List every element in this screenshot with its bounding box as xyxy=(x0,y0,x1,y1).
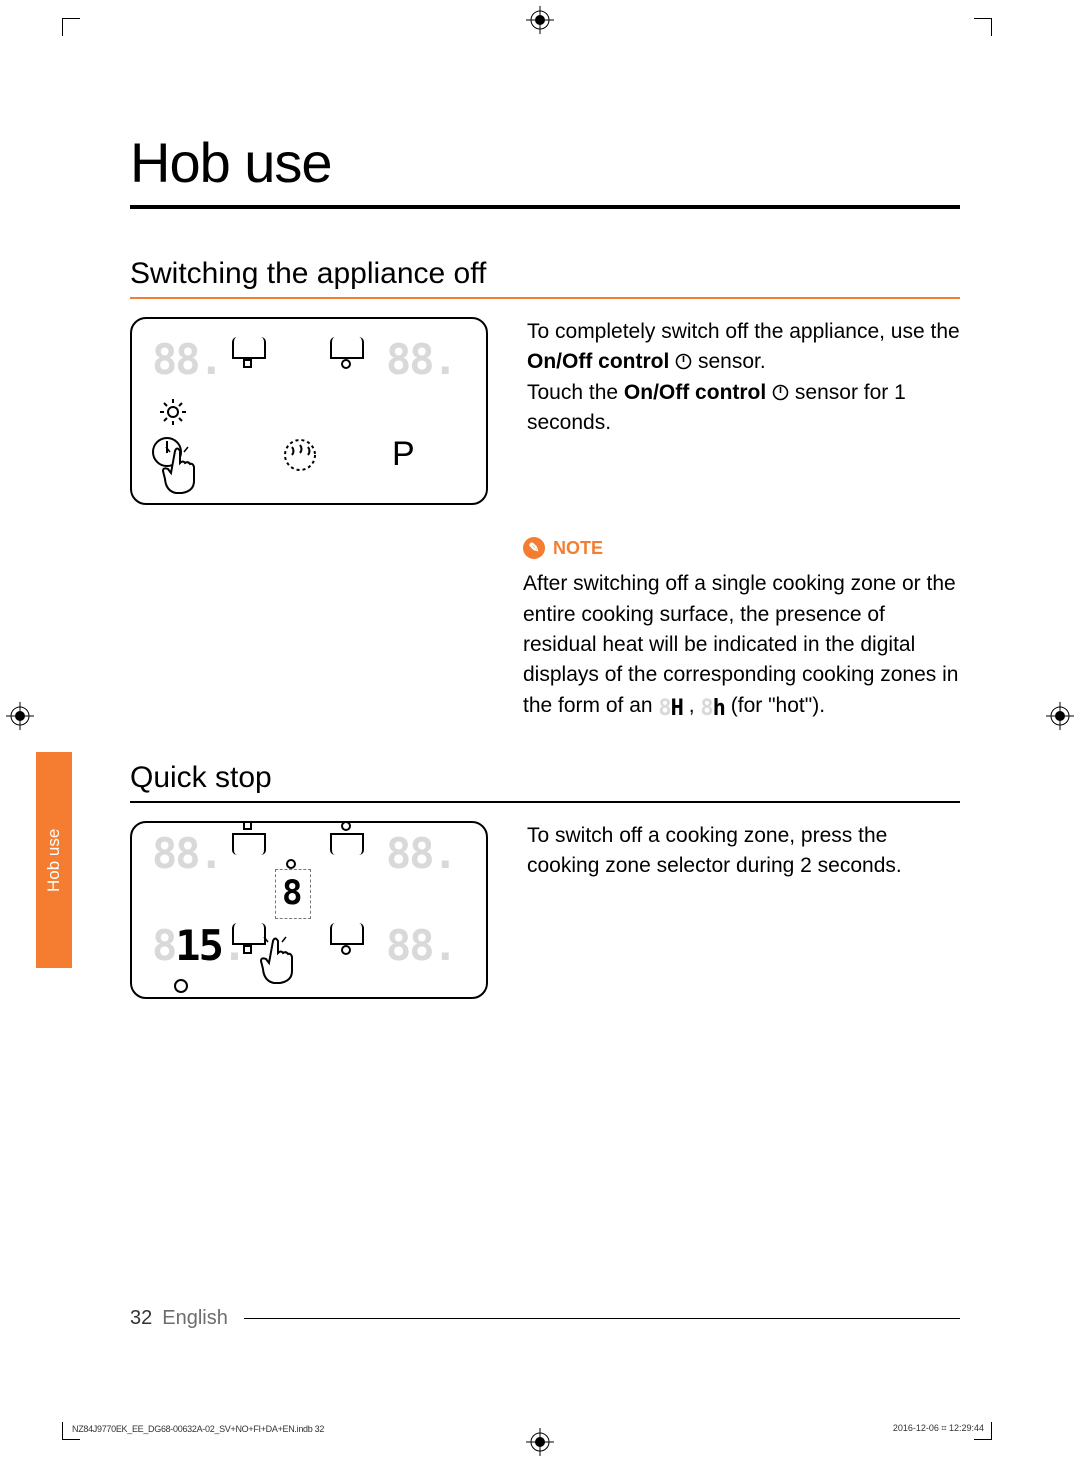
section1-text: To completely switch off the appliance, … xyxy=(527,317,960,505)
led-indicator xyxy=(174,979,188,993)
seven-seg: 88. xyxy=(386,921,456,970)
power-boost-label: P xyxy=(392,435,415,474)
imprint-timestamp: 2016-12-06 ⌗ 12:29:44 xyxy=(893,1423,984,1434)
section-heading: Switching the appliance off xyxy=(130,257,960,299)
zone-slot xyxy=(330,923,370,951)
text: To switch off a cooking zone, press the … xyxy=(527,821,960,882)
text: (for "hot"). xyxy=(731,694,825,717)
zone-slot xyxy=(232,337,272,365)
keep-warm-icon xyxy=(280,433,320,473)
language-label: English xyxy=(162,1307,228,1330)
bold-text: On/Off control xyxy=(624,381,772,404)
bold-text: On/Off control xyxy=(527,350,675,373)
registration-mark-icon xyxy=(526,1428,554,1456)
zone-slot xyxy=(232,833,272,861)
control-panel-diagram: 88. 88. 8 815. xyxy=(130,821,488,999)
main-content: Hob use Switching the appliance off 88. … xyxy=(130,130,960,1356)
crop-mark xyxy=(974,18,992,36)
brightness-icon xyxy=(158,397,188,427)
crop-mark xyxy=(62,18,80,36)
section-heading: Quick stop xyxy=(130,761,960,803)
footer-rule xyxy=(244,1318,960,1319)
registration-mark-icon xyxy=(526,6,554,34)
note-label-text: NOTE xyxy=(553,535,603,561)
hot-indicator-icon: 8h xyxy=(700,693,725,725)
seven-seg: 88. xyxy=(386,829,456,878)
text: sensor. xyxy=(698,350,766,373)
zone-slot xyxy=(330,833,370,861)
led-indicator xyxy=(286,859,296,869)
power-icon-inline xyxy=(675,353,692,370)
text: , xyxy=(689,694,701,717)
text: To completely switch off the appliance, … xyxy=(527,320,960,343)
registration-mark-icon xyxy=(1046,702,1074,730)
page-number: 32 xyxy=(130,1307,152,1330)
hot-indicator-icon: 8H xyxy=(658,693,683,725)
power-icon-inline xyxy=(772,384,789,401)
registration-mark-icon xyxy=(6,702,34,730)
zone-slot xyxy=(330,337,370,365)
side-tab: Hob use xyxy=(36,752,72,968)
touch-hand-icon xyxy=(162,445,196,495)
seven-seg: 88. xyxy=(152,829,222,878)
page-title: Hob use xyxy=(130,130,960,209)
control-panel-diagram: 88. 88. xyxy=(130,317,488,505)
imprint-file: NZ84J9770EK_EE_DG68-00632A-02_SV+NO+FI+D… xyxy=(72,1424,324,1434)
page-footer: 32 English xyxy=(130,1307,960,1330)
seven-seg: 88. xyxy=(386,335,456,384)
text: Touch the xyxy=(527,381,624,404)
seven-seg: 88. xyxy=(152,335,222,384)
touch-hand-icon xyxy=(260,935,294,985)
section2-text: To switch off a cooking zone, press the … xyxy=(527,821,960,999)
seven-seg-active: 8 xyxy=(282,873,300,913)
note-block: ✎ NOTE After switching off a single cook… xyxy=(523,535,960,725)
note-icon: ✎ xyxy=(523,537,545,559)
